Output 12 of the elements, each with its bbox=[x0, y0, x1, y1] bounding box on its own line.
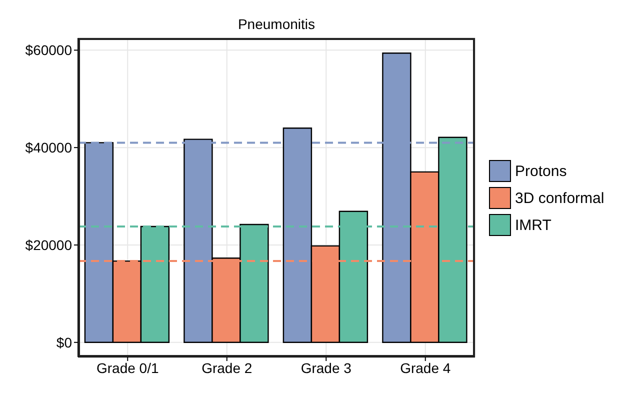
y-tick-label: $60000 bbox=[25, 42, 72, 58]
x-tick-label: Grade 4 bbox=[400, 360, 451, 376]
x-tick-label: Grade 0/1 bbox=[96, 360, 159, 376]
legend-label: 3D conformal bbox=[515, 190, 604, 206]
x-tick-label: Grade 2 bbox=[202, 360, 252, 376]
x-tick-label: Grade 3 bbox=[300, 360, 352, 376]
y-tick-label: $40000 bbox=[25, 140, 72, 156]
y-tick-label: $20000 bbox=[25, 236, 72, 253]
legend-label: IMRT bbox=[515, 216, 552, 234]
y-tick-label: $0 bbox=[56, 334, 72, 350]
legend-label: Protons bbox=[515, 162, 567, 180]
chart-title: Pneumonitis bbox=[236, 16, 316, 32]
